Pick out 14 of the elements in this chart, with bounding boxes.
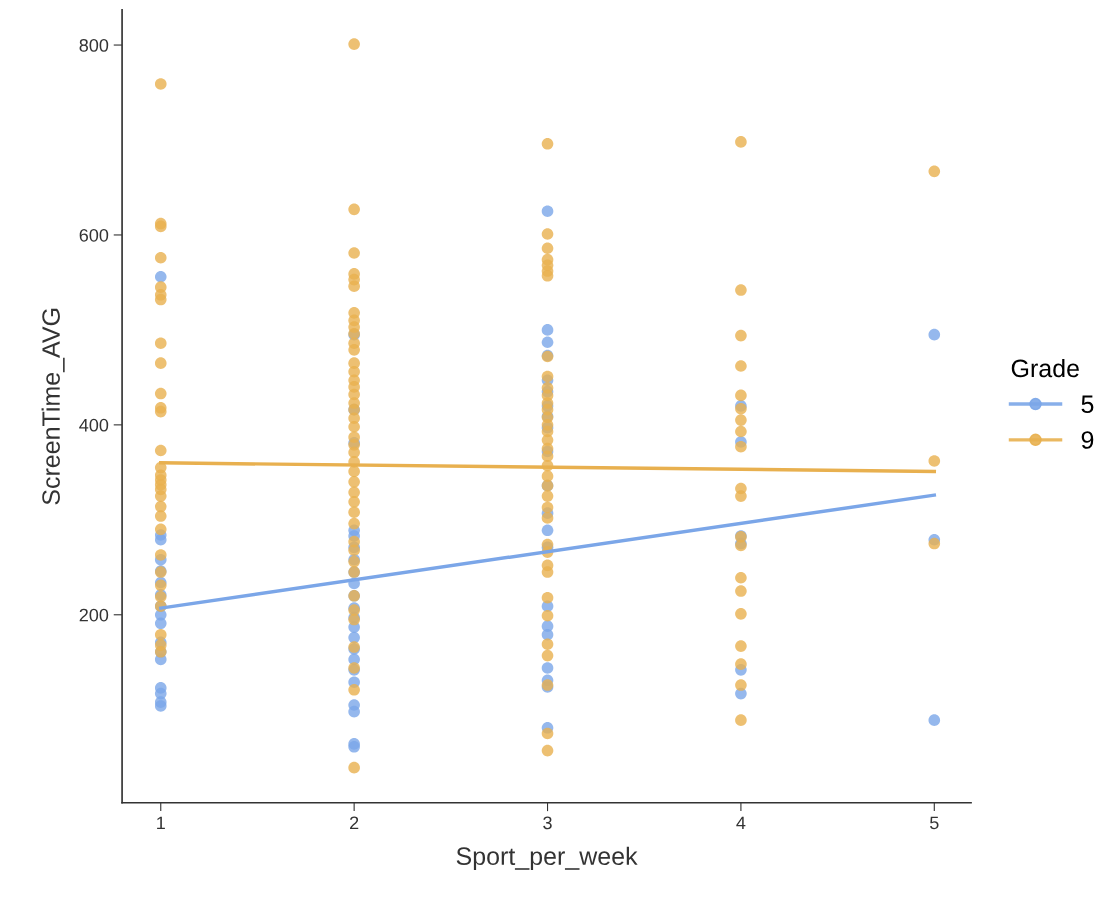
x-axis-title: Sport_per_week	[456, 846, 638, 871]
y-tick-label: 200	[79, 608, 109, 622]
legend-label: 9	[1081, 431, 1094, 449]
x-tick-label: 4	[736, 816, 746, 830]
x-tick-label: 2	[350, 816, 359, 830]
y-tick-label: 400	[79, 418, 109, 432]
x-tick-label: 1	[157, 816, 165, 830]
x-tick-label: 3	[543, 816, 552, 830]
y-axis-title: ScreenTime_AVG	[41, 308, 65, 505]
legend-label: 5	[1081, 395, 1094, 414]
legend-title: Grade	[1011, 358, 1079, 378]
x-tick-label: 5	[930, 816, 939, 830]
y-tick-label: 800	[79, 38, 109, 52]
y-tick-label: 600	[79, 228, 109, 242]
